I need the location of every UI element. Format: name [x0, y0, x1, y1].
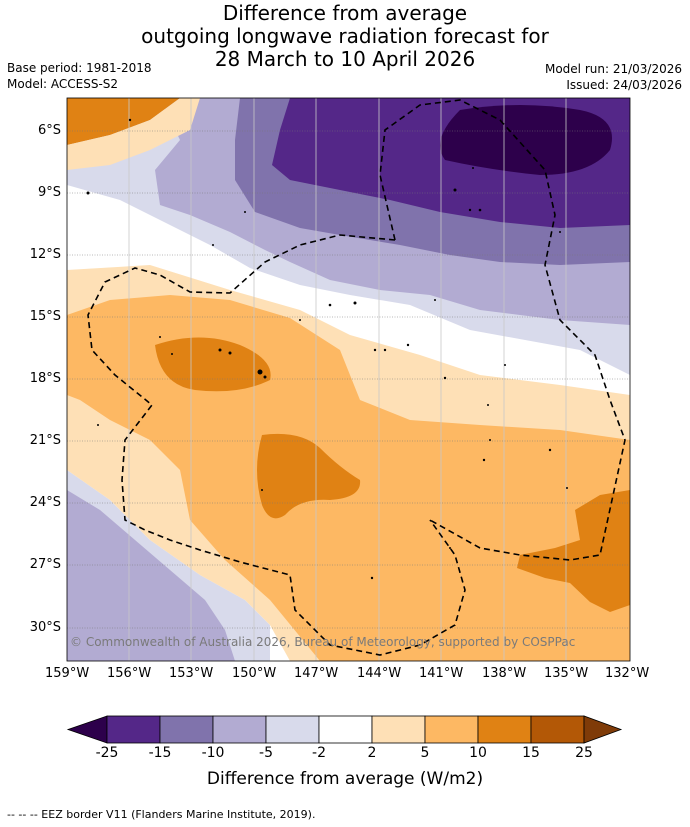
lon-label: 156°W	[107, 666, 152, 681]
model-name: Model: ACCESS-S2	[7, 77, 119, 91]
lon-label: 144°W	[357, 666, 402, 681]
lat-label: 15°S	[29, 309, 61, 324]
anomaly-region-p10-p15-d	[67, 98, 180, 145]
colorbar-label: 15	[522, 745, 540, 761]
anomaly-region-p2-p5-north	[67, 98, 200, 170]
colorbar-label: -10	[201, 745, 225, 761]
colorbar-label: -25	[95, 745, 119, 761]
lat-label: 21°S	[29, 433, 61, 448]
lat-label: 6°S	[37, 123, 61, 138]
lon-label: 141°W	[419, 666, 464, 681]
colorbar-label: 5	[420, 745, 430, 761]
lon-label: 132°W	[605, 666, 650, 681]
lon-label: 147°W	[294, 666, 339, 681]
eez-legend-footer: -- -- -- EEZ border V11 (Flanders Marine…	[7, 808, 316, 821]
lat-label: 9°S	[37, 185, 61, 200]
lat-label: 30°S	[29, 620, 61, 635]
colorbar-above-max	[583, 715, 623, 744]
colorbar	[66, 715, 623, 744]
map-title: Difference from average outgoing longwav…	[0, 2, 690, 71]
eez-border-cook-islands	[87, 234, 466, 656]
issued-date: Issued: 24/03/2026	[566, 78, 682, 92]
model-info: Base period: 1981-2018 Model: ACCESS-S2	[7, 60, 152, 92]
colorbar-label: 25	[575, 745, 593, 761]
run-info: Model run: 21/03/2026 Issued: 24/03/2026	[545, 61, 682, 93]
anomaly-region-p10-p15-b	[257, 433, 361, 519]
islands	[86, 118, 568, 580]
eez-borders	[87, 99, 626, 656]
lat-label: 12°S	[29, 247, 61, 262]
colorbar-label: 2	[367, 745, 377, 761]
anomaly-region-n10-n5-southwest	[67, 490, 235, 661]
model-run: Model run: 21/03/2026	[544, 62, 682, 76]
colorbar-label: -2	[312, 745, 326, 761]
colorbar-bin-p5-p10	[424, 715, 479, 744]
map-frame	[66, 97, 631, 662]
title-line-3: 28 March to 10 April 2026	[214, 47, 476, 71]
base-period: Base period: 1981-2018	[7, 61, 152, 75]
colorbar-bin-n2-p2	[318, 715, 373, 744]
copyright-notice: © Commonwealth of Australia 2026, Bureau…	[70, 635, 575, 649]
colorbar-below-min	[66, 715, 108, 744]
eez-border-french-polynesia	[379, 99, 626, 561]
colorbar-bin-p10-p15	[477, 715, 532, 744]
colorbar-bin-n15-n10	[159, 715, 214, 744]
anomaly-field	[67, 98, 630, 661]
title-line-1: Difference from average	[222, 1, 468, 25]
colorbar-label: -5	[259, 745, 273, 761]
lon-label: 150°W	[232, 666, 277, 681]
lon-label: 159°W	[45, 666, 90, 681]
colorbar-bin-p15-p25	[530, 715, 585, 744]
lon-label: 153°W	[169, 666, 214, 681]
anomaly-region-below-n25	[440, 105, 612, 175]
colorbar-label: 10	[469, 745, 487, 761]
title-line-2: outgoing longwave radiation forecast for	[141, 24, 549, 48]
lon-label: 135°W	[544, 666, 589, 681]
lon-label: 138°W	[482, 666, 527, 681]
colorbar-bin-p2-p5	[371, 715, 426, 744]
colorbar-bin-n25-n15	[106, 715, 161, 744]
lat-label: 18°S	[29, 371, 61, 386]
colorbar-bin-n10-n5	[212, 715, 267, 744]
graticule-meridians	[128, 98, 567, 661]
colorbar-title: Difference from average (W/m2)	[206, 769, 484, 789]
anomaly-region-p10-p15-a	[155, 337, 271, 392]
colorbar-bin-n5-n2	[265, 715, 320, 744]
colorbar-label: -15	[148, 745, 172, 761]
lat-label: 24°S	[29, 495, 61, 510]
lat-label: 27°S	[29, 557, 61, 572]
anomaly-region-p10-p15-c	[517, 490, 630, 612]
